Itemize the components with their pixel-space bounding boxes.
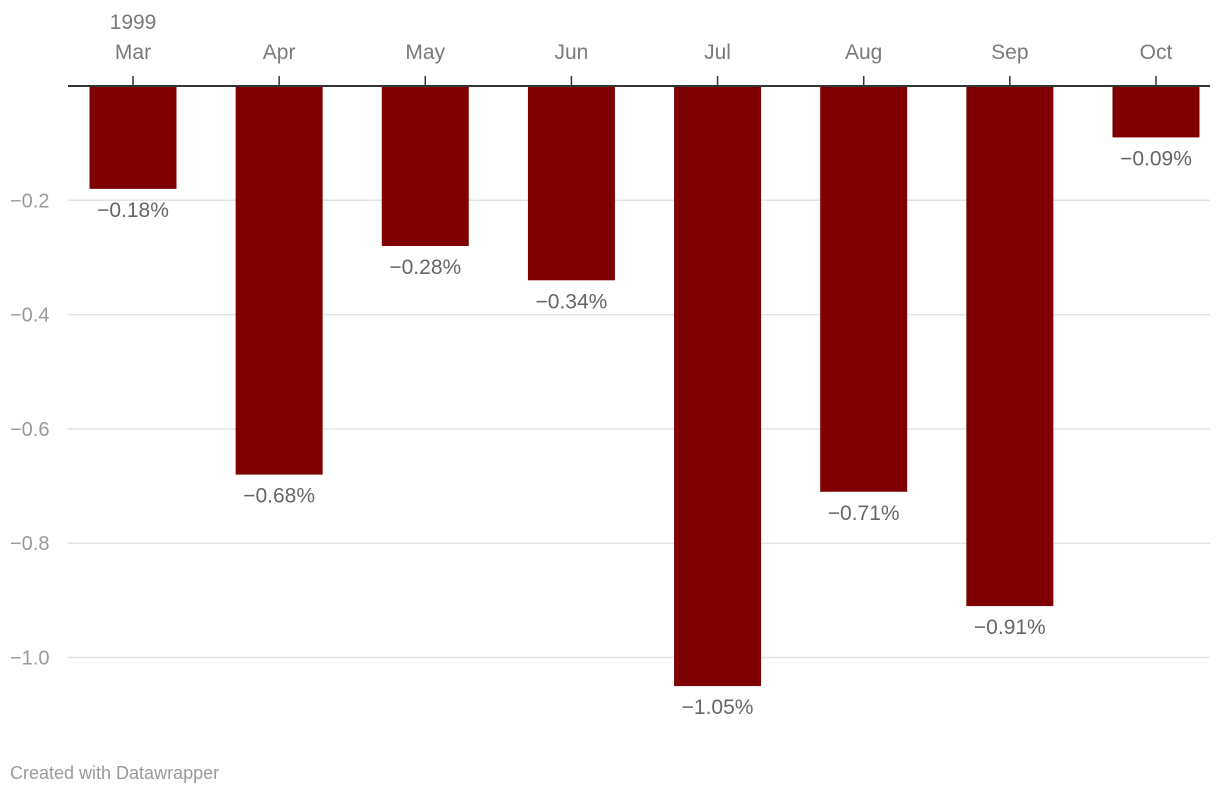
credit-text: Created with Datawrapper <box>10 763 220 783</box>
data-label: −0.91% <box>974 616 1046 639</box>
data-label: −0.18% <box>97 199 169 222</box>
bar <box>527 86 615 281</box>
data-label: −0.34% <box>536 290 608 313</box>
x-tick-label: Jul <box>704 41 731 64</box>
data-label: −0.09% <box>1120 147 1192 170</box>
bar <box>1112 86 1200 138</box>
y-tick-label: −0.8 <box>10 533 49 555</box>
bar <box>820 86 908 492</box>
x-tick-label: Apr <box>263 41 296 64</box>
bar <box>674 86 762 687</box>
x-tick-label: Mar <box>115 41 151 64</box>
data-label: −1.05% <box>682 696 754 719</box>
data-label: −0.28% <box>389 256 461 279</box>
x-tick-label: Oct <box>1140 41 1173 64</box>
x-axis: 1999 Mar Apr May Jun Jul Aug Sep Oct <box>68 11 1210 87</box>
y-tick-label: −0.2 <box>10 190 49 212</box>
bars <box>89 86 1200 687</box>
data-label: −0.71% <box>828 502 900 525</box>
x-tick-label: Jun <box>554 41 588 64</box>
y-tick-label: −0.6 <box>10 419 49 441</box>
data-label: −0.68% <box>243 485 315 508</box>
bar <box>89 86 177 189</box>
bar-chart: −0.2 −0.4 −0.6 −0.8 −1.0 1999 Mar Apr May Jun Ju… <box>10 11 1210 719</box>
x-tick-label: Aug <box>845 41 882 64</box>
y-tick-label: −0.4 <box>10 305 49 327</box>
bar <box>381 86 469 247</box>
x-tick-label: May <box>405 41 445 64</box>
value-labels: −0.18% −0.68% −0.28% −0.34% −1.05% −0.71% −0.9… <box>97 147 1192 719</box>
bar <box>235 86 323 475</box>
year-label: 1999 <box>110 11 157 34</box>
y-tick-label: −1.0 <box>10 648 49 670</box>
x-tick-label: Sep <box>991 41 1028 64</box>
bar <box>966 86 1054 607</box>
